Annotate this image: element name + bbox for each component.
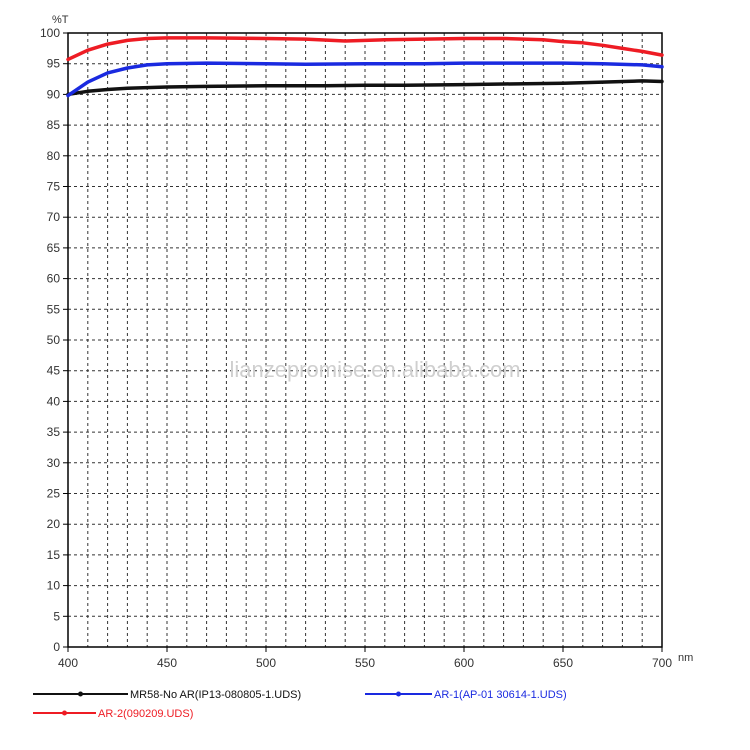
y-tick-label: 5 xyxy=(53,609,60,623)
legend-label: AR-2(090209.UDS) xyxy=(98,708,193,720)
y-tick-label: 55 xyxy=(47,302,61,316)
y-tick-label: 95 xyxy=(47,57,61,71)
legend-entry-series-3: AR-1(AP-01 30614-1.UDS) xyxy=(365,689,567,701)
y-tick-label: 75 xyxy=(47,180,61,194)
y-tick-label: 15 xyxy=(47,548,61,562)
legend-marker xyxy=(62,710,67,716)
legend-label: AR-1(AP-01 30614-1.UDS) xyxy=(434,689,567,701)
y-tick-label: 30 xyxy=(47,456,61,470)
y-tick-label: 20 xyxy=(47,517,61,531)
x-tick-label: 400 xyxy=(58,656,78,670)
x-tick-label: 700 xyxy=(652,656,672,670)
legend-entry-series-1: MR58-No AR(IP13-080805-1.UDS) xyxy=(33,689,301,701)
grid xyxy=(68,33,662,647)
legend-marker xyxy=(396,691,401,697)
legend-label: MR58-No AR(IP13-080805-1.UDS) xyxy=(130,689,301,701)
axis-ticks: 0 5 10 15 20 25 30 35 40 45 50 55 60 65 70 75 80 85 90 95 10… xyxy=(40,26,672,670)
y-axis-label: %T xyxy=(52,14,69,26)
x-tick-label: 500 xyxy=(256,656,276,670)
x-tick-label: 600 xyxy=(454,656,474,670)
y-tick-label: 80 xyxy=(47,149,61,163)
y-tick-label: 40 xyxy=(47,394,61,408)
series-line-2 xyxy=(66,36,664,62)
y-tick-label: 50 xyxy=(47,333,61,347)
x-tick-label: 450 xyxy=(157,656,177,670)
y-tick-label: 25 xyxy=(47,487,61,501)
y-tick-label: 90 xyxy=(47,87,61,101)
legend: MR58-No AR(IP13-080805-1.UDS) AR-1(AP-01… xyxy=(33,689,567,720)
legend-marker xyxy=(78,691,83,697)
watermark-text: lianzepromise.en.alibaba.com xyxy=(229,357,520,382)
y-tick-label: 0 xyxy=(53,640,60,654)
y-tick-label: 35 xyxy=(47,425,61,439)
y-tick-label: 100 xyxy=(40,26,60,40)
x-tick-label: 650 xyxy=(553,656,573,670)
series-line-1 xyxy=(66,79,664,97)
x-tick-label: 550 xyxy=(355,656,375,670)
x-axis-label: nm xyxy=(678,652,693,664)
y-tick-label: 65 xyxy=(47,241,61,255)
y-tick-label: 85 xyxy=(47,118,61,132)
y-tick-label: 70 xyxy=(47,210,61,224)
series-lines xyxy=(66,36,664,98)
y-tick-label: 45 xyxy=(47,364,61,378)
y-tick-label: 10 xyxy=(47,579,61,593)
series-line-3 xyxy=(66,61,664,98)
y-tick-label: 60 xyxy=(47,272,61,286)
legend-entry-series-2: AR-2(090209.UDS) xyxy=(33,708,193,720)
